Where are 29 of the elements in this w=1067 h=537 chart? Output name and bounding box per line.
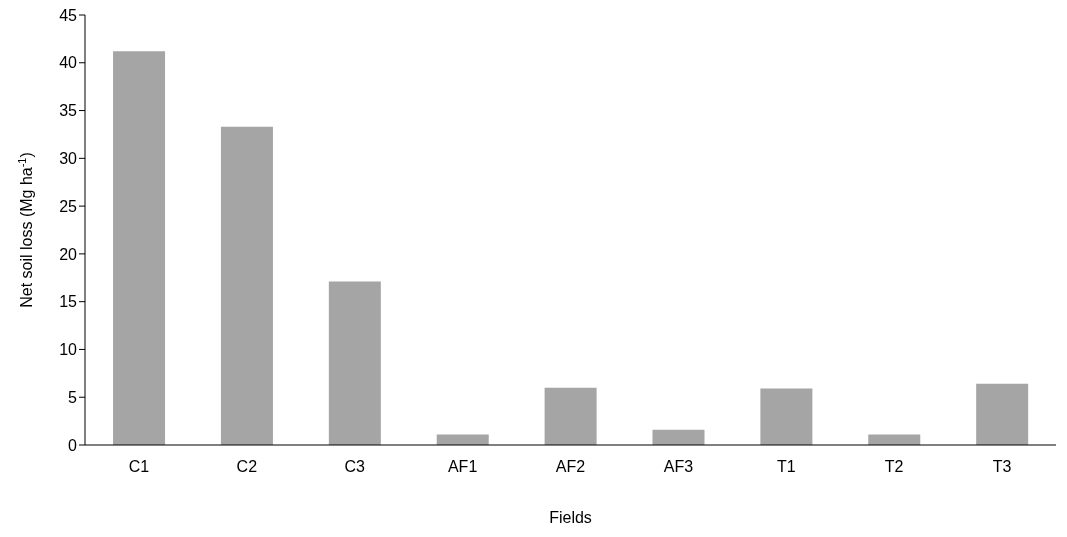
- y-tick-label: 35: [59, 102, 78, 120]
- y-tick-label: 15: [59, 293, 78, 311]
- x-tick-label: T2: [884, 458, 904, 476]
- y-tick-label: 30: [59, 150, 78, 168]
- x-tick-label: AF3: [663, 458, 694, 476]
- bar: [760, 388, 813, 445]
- x-tick-label: C2: [236, 458, 258, 476]
- y-tick-label: 45: [59, 6, 78, 24]
- bar: [868, 434, 921, 445]
- x-axis-title: Fields: [549, 509, 592, 526]
- y-tick-label: 20: [59, 245, 78, 263]
- bar: [113, 51, 166, 445]
- bar: [328, 281, 381, 445]
- x-tick-label: AF2: [555, 458, 586, 476]
- y-tick-label: 10: [59, 341, 78, 359]
- bar: [436, 434, 489, 445]
- bar: [544, 387, 597, 445]
- x-tick-label: C1: [128, 458, 150, 476]
- y-tick-label: 5: [68, 388, 78, 406]
- y-tick-label: 0: [68, 436, 78, 454]
- x-tick-label: T3: [992, 458, 1012, 476]
- bar: [976, 383, 1029, 445]
- bar: [652, 429, 705, 445]
- x-tick-label: T1: [776, 458, 796, 476]
- y-tick-label: 25: [59, 197, 78, 215]
- x-tick-label: AF1: [447, 458, 478, 476]
- bar: [220, 126, 273, 445]
- y-tick-label: 40: [59, 54, 78, 72]
- x-tick-label: C3: [344, 458, 366, 476]
